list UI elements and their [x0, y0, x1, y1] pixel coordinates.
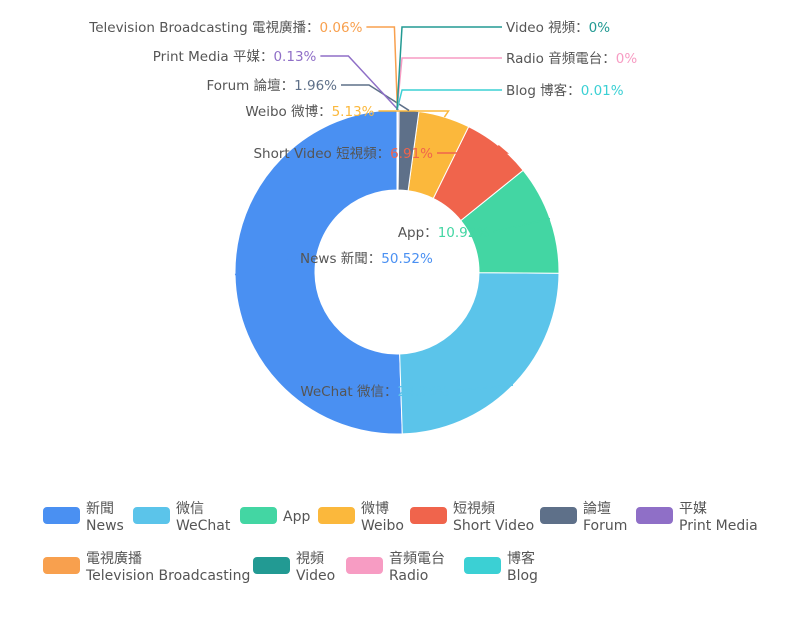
- legend-label-en: Print Media: [679, 518, 758, 534]
- legend-label-zh: 音頻電台: [389, 550, 445, 567]
- slice-label-value: 5.13%: [332, 104, 375, 120]
- legend-label-en: WeChat: [176, 518, 231, 534]
- legend-swatch: [43, 557, 80, 574]
- slice-label-app: App：10.92%: [398, 225, 490, 241]
- slice-label-television-broadcasting: Television Broadcasting 電視廣播：0.06%: [88, 19, 362, 36]
- legend-label-zh: 論壇: [583, 500, 611, 517]
- slice-label-wechat: WeChat 微信：24.36%: [300, 384, 449, 400]
- legend-swatch: [240, 507, 277, 524]
- slice-label-name: News 新聞：: [300, 251, 381, 267]
- slice-label-value: 24.36%: [398, 384, 450, 400]
- slice-wechat: [399, 272, 560, 435]
- legend-label-en: Radio: [389, 568, 428, 584]
- slice-label-name: Weibo 微博：: [245, 103, 331, 120]
- legend-swatch: [43, 507, 80, 524]
- leader-line-news: [234, 257, 297, 276]
- leader-line-blog: [396, 89, 503, 111]
- legend-label-en: Forum: [583, 518, 627, 534]
- slice-label-blog: Blog 博客：0.01%: [506, 82, 624, 99]
- slice-label-value: 50.52%: [381, 251, 433, 267]
- legend-label-zh: 新聞: [86, 501, 114, 517]
- leader-line-print-media: [320, 55, 399, 111]
- leader-line-radio: [396, 57, 502, 111]
- slice-label-news: News 新聞：50.52%: [300, 251, 433, 267]
- leader-line-weibo: [378, 110, 450, 118]
- slice-label-name: Forum 論壇：: [207, 77, 295, 94]
- slice-label-value: 6.91%: [390, 146, 433, 162]
- leader-line-forum: [341, 84, 410, 112]
- legend-swatch: [318, 507, 355, 524]
- leader-line-video: [396, 26, 502, 111]
- legend-label-zh: 博客: [507, 550, 535, 567]
- legend-item-app[interactable]: App: [240, 507, 310, 525]
- legend-label-zh: 微信: [176, 501, 204, 517]
- slice-label-value: 0%: [589, 20, 611, 36]
- legend-label-zh: 平媒: [679, 501, 707, 517]
- legend-swatch: [253, 557, 290, 574]
- legend-label-zh: 視頻: [296, 551, 324, 567]
- slice-label-value: 0.06%: [320, 20, 363, 36]
- slice-label-radio: Radio 音頻電台：0%: [506, 50, 637, 67]
- legend-swatch: [636, 507, 673, 524]
- legend-swatch: [133, 507, 170, 524]
- legend-swatch: [540, 507, 577, 524]
- slice-label-short-video: Short Video 短視頻：6.91%: [253, 146, 433, 162]
- slice-label-value: 0.13%: [273, 49, 316, 65]
- leader-line-app: [493, 217, 551, 233]
- slice-label-name: Print Media 平媒：: [153, 49, 274, 65]
- legend-label-en: Short Video: [453, 518, 534, 534]
- slice-label-value: 1.96%: [294, 78, 337, 94]
- slice-label-print-media: Print Media 平媒：0.13%: [153, 49, 317, 65]
- leader-line-short-video: [437, 144, 510, 154]
- slice-label-value: 0.01%: [581, 83, 624, 99]
- legend-label-en: News: [86, 518, 124, 534]
- slice-label-name: Short Video 短視頻：: [253, 146, 390, 162]
- legend-label-en: Video: [296, 568, 335, 584]
- slice-news: [234, 109, 403, 435]
- leader-line-television-broadcasting: [366, 26, 399, 111]
- legend-label-en: App: [283, 509, 310, 525]
- slice-label-name: WeChat 微信：: [300, 384, 397, 400]
- slice-label-name: Video 視頻：: [506, 20, 589, 36]
- legend-label-en: Blog: [507, 568, 538, 584]
- legend-label-zh: 電視廣播: [86, 550, 142, 567]
- slice-label-value: 10.92%: [438, 225, 490, 241]
- leader-line-wechat: [452, 384, 514, 392]
- legend-label-en: Weibo: [361, 518, 404, 534]
- legend-swatch: [346, 557, 383, 574]
- slice-label-forum: Forum 論壇：1.96%: [207, 77, 338, 94]
- legend-label-zh: 微博: [361, 500, 389, 517]
- legend-label-zh: 短視頻: [453, 501, 495, 517]
- slice-labels: News 新聞：50.52% WeChat 微信：24.36% App：10.92%…: [88, 19, 637, 400]
- slice-label-name: Television Broadcasting 電視廣播：: [88, 19, 319, 36]
- slice-label-name: Radio 音頻電台：: [506, 50, 616, 67]
- legend-swatch: [410, 507, 447, 524]
- legend-swatch: [464, 557, 501, 574]
- slice-label-name: App：: [398, 225, 438, 241]
- slice-label-video: Video 視頻：0%: [506, 20, 610, 36]
- slice-label-weibo: Weibo 微博：5.13%: [245, 103, 374, 120]
- slice-label-value: 0%: [616, 51, 638, 67]
- legend-label-en: Television Broadcasting: [85, 568, 250, 584]
- slice-label-name: Blog 博客：: [506, 82, 581, 99]
- donut-slices: [234, 109, 560, 435]
